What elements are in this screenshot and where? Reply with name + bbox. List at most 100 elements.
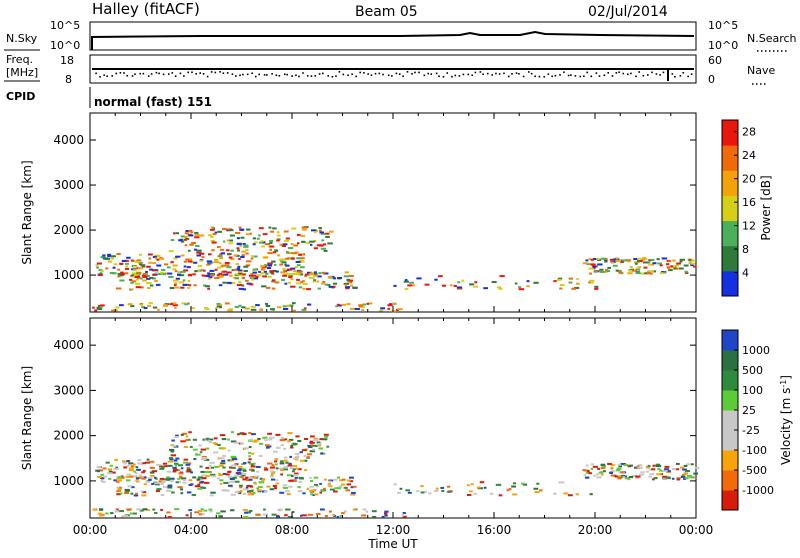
nave-dot [583,75,585,78]
nave-dot [374,72,377,75]
echo-cell [275,446,281,449]
echo-cell [323,487,326,490]
y-axis-label: Slant Range [km] [20,160,34,264]
echo-cell [596,473,600,476]
echo-cell [288,257,294,260]
echo-cell [117,268,120,271]
echo-cell [241,473,247,476]
nave-dot [495,72,497,75]
echo-cell [650,272,653,275]
echo-cell [193,458,197,461]
echo-cell [241,254,245,257]
echo-cell [222,454,227,457]
echo-cell [336,476,341,479]
colorbar-segment [722,120,738,146]
echo-cell [511,485,516,488]
echo-cell [625,477,630,480]
echo-cell [127,303,133,306]
echo-cell [266,267,272,270]
echo-cell [328,480,332,483]
echo-cell [214,443,218,446]
echo-cell [248,509,253,512]
echo-cell [253,477,257,480]
nave-dot [391,75,393,77]
echo-cell [275,482,279,485]
echo-cell [200,486,207,489]
echo-cell [270,473,274,476]
echo-cell [291,252,298,255]
echo-cell [131,486,135,489]
echo-cell [284,243,288,246]
echo-cell [201,477,207,480]
nsky-left-tick-top: 10^5 [50,19,80,32]
echo-cell [349,307,355,310]
echo-cell [242,288,247,291]
echo-cell [192,438,198,441]
echo-cell [297,486,301,489]
nave-dot [411,72,413,75]
echo-cell [339,514,343,517]
echo-cell [284,240,290,243]
echo-cell [522,483,528,486]
echo-cell [223,481,229,484]
echo-cell [693,265,697,268]
colorbar-segment [722,330,738,351]
echo-cell [315,229,319,232]
echo-cell [196,254,202,257]
colorbar-tick-label: -100 [742,444,767,457]
echo-cell [588,472,592,475]
colorbar-tick-label: 28 [742,126,756,139]
echo-cell [420,485,424,488]
colorbar-segment [722,145,738,171]
nave-dot [491,74,493,76]
echo-cell [446,485,451,488]
echo-cell [114,509,118,512]
echo-cell [126,473,131,476]
echo-cell [133,494,139,497]
echo-cell [282,274,288,277]
echo-cell [231,464,237,467]
echo-cell [274,460,278,463]
echo-cell [681,474,685,477]
echo-cell [296,264,301,267]
echo-cell [261,480,265,483]
colorbar-segment [722,410,738,431]
echo-cell [251,452,255,455]
echo-cell [251,433,256,436]
nave-dot [563,71,565,74]
echo-cell [166,511,171,514]
echo-cell [219,265,224,268]
echo-cell [210,226,214,229]
echo-cell [172,466,177,469]
echo-cell [590,467,594,470]
echo-cell [108,470,113,473]
echo-cell [594,287,599,290]
echo-cell [174,464,178,467]
echo-cell [613,260,619,263]
echo-cell [130,512,134,515]
echo-cell [266,286,271,289]
echo-cell [604,258,608,261]
nave-dot [286,73,288,76]
echo-cell [141,471,145,474]
echo-cell [188,284,192,287]
nave-dot [655,73,658,75]
echo-cell [105,461,110,464]
echo-cell [286,268,292,271]
echo-cell [180,433,184,436]
nave-dot [131,75,134,77]
nave-dot [538,75,541,78]
colorbar-segment [722,390,738,411]
echo-cell [684,270,688,273]
echo-cell [175,277,180,280]
echo-cell [138,261,143,264]
echo-cell [112,266,116,269]
echo-cell [280,473,283,476]
echo-cell [310,480,314,483]
echo-cell [209,510,213,513]
echo-cell [533,487,539,490]
echo-cell [132,265,138,268]
echo-cell [307,303,312,306]
echo-cell [221,447,226,450]
echo-cell [148,478,152,481]
